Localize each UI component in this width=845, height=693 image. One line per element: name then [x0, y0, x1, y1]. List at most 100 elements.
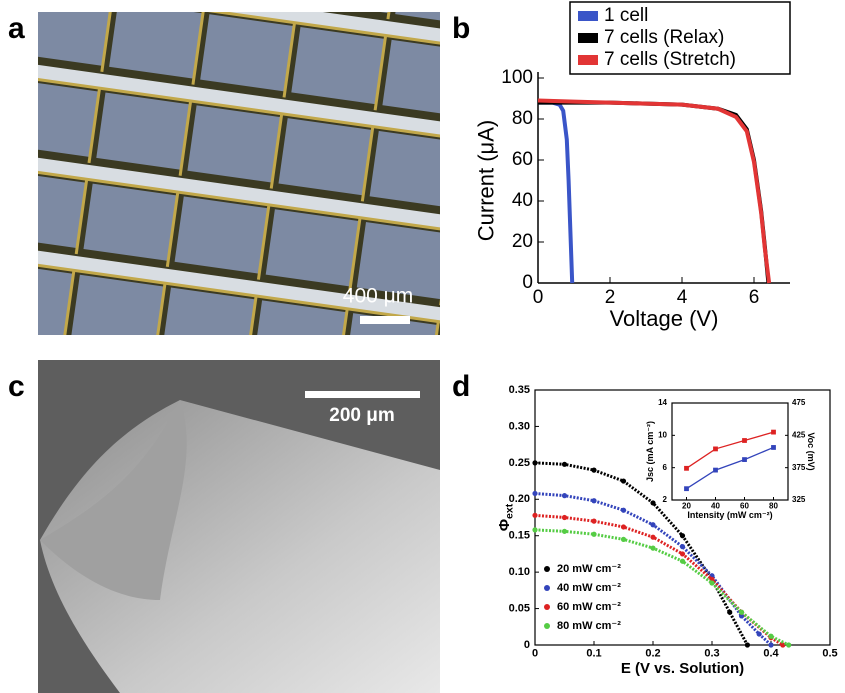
- legend-label: 7 cells (Relax): [604, 27, 724, 48]
- y-tick-label: 0.30: [509, 420, 530, 432]
- y-tick-label: 0.20: [509, 493, 530, 505]
- y-axis-label-subscript: ext: [503, 503, 515, 519]
- point: [562, 493, 567, 498]
- point: [562, 462, 567, 467]
- panel-label: d: [452, 370, 470, 403]
- y-tick-label: 6: [663, 463, 668, 472]
- point: [650, 522, 655, 527]
- point: [562, 529, 567, 534]
- y2-tick-label: 375: [792, 463, 806, 472]
- point: [771, 445, 776, 450]
- y2-tick-label: 325: [792, 495, 806, 504]
- point: [532, 527, 537, 532]
- point: [680, 533, 685, 538]
- point: [745, 642, 750, 647]
- scale-bar-label: 200 μm: [329, 405, 395, 426]
- legend-swatch: [578, 11, 598, 21]
- x-tick-label: 0.4: [763, 648, 779, 660]
- y-tick-label: 0: [522, 272, 533, 293]
- point: [680, 544, 685, 549]
- point: [727, 610, 732, 615]
- y-axis-label: Current (μA): [473, 120, 498, 241]
- point: [621, 524, 626, 529]
- y2-tick-label: 475: [792, 398, 806, 407]
- x-tick-label: 0.1: [586, 648, 601, 660]
- scale-bar: [305, 391, 420, 398]
- y-tick-label: 0.35: [509, 384, 530, 396]
- y-axis-label: Φext: [496, 503, 515, 531]
- legend-swatch: [578, 55, 598, 65]
- y-axis-label-text: Current (μA): [473, 120, 498, 241]
- figure: 400 μm 200 μm a b c d 0246020406080100Vo…: [0, 0, 845, 693]
- legend-label: 7 cells (Stretch): [604, 49, 736, 70]
- y2-tick-label: 425: [792, 430, 806, 439]
- point: [650, 500, 655, 505]
- x-axis-label: Voltage (V): [610, 306, 719, 331]
- point: [621, 478, 626, 483]
- x-tick-label: 0.5: [822, 648, 837, 660]
- y-axis-label-text: Φ: [496, 519, 513, 531]
- y2-axis-label: Voc (mV): [806, 432, 816, 470]
- series-line: [538, 103, 572, 283]
- legend-marker: [544, 623, 550, 629]
- y-axis-label-text: Jsc (mA cm⁻²): [645, 421, 655, 482]
- point: [680, 551, 685, 556]
- x-tick-label: 0.3: [704, 648, 719, 660]
- point: [786, 642, 791, 647]
- point: [532, 513, 537, 518]
- point: [739, 610, 744, 615]
- y-tick-label: 2: [663, 495, 668, 504]
- legend-label: 80 mW cm⁻²: [557, 620, 621, 632]
- point: [650, 535, 655, 540]
- panel-label: a: [8, 12, 25, 45]
- legend-label: 60 mW cm⁻²: [557, 601, 621, 613]
- point: [591, 468, 596, 473]
- x-tick-label: 6: [749, 287, 760, 308]
- point: [650, 546, 655, 551]
- point: [591, 498, 596, 503]
- y-tick-label: 0.10: [509, 566, 530, 578]
- panel-label: c: [8, 370, 25, 403]
- y-tick-label: 80: [512, 108, 533, 129]
- point: [709, 580, 714, 585]
- y-tick-label: 0.05: [509, 602, 530, 614]
- point: [757, 631, 762, 636]
- y-tick-label: 20: [512, 231, 533, 252]
- point: [713, 468, 718, 473]
- y-tick-label: 100: [501, 67, 533, 88]
- y-axis-label: Jsc (mA cm⁻²): [645, 421, 655, 482]
- x-tick-label: 0: [532, 648, 538, 660]
- point: [532, 491, 537, 496]
- x-tick-label: 0.2: [645, 648, 660, 660]
- y-tick-label: 60: [512, 149, 533, 170]
- legend-swatch: [578, 33, 598, 43]
- point: [742, 438, 747, 443]
- x-axis-label: E (V vs. Solution): [621, 660, 744, 677]
- y-tick-label: 40: [512, 190, 533, 211]
- legend-label: 40 mW cm⁻²: [557, 582, 621, 594]
- point: [713, 447, 718, 452]
- point: [684, 486, 689, 491]
- point: [621, 537, 626, 542]
- x-axis-label: Intensity (mW cm⁻²): [687, 510, 772, 520]
- y-tick-label: 10: [658, 430, 667, 439]
- point: [768, 634, 773, 639]
- y-tick-label: 0.25: [509, 457, 530, 469]
- x-tick-label: 0: [533, 287, 544, 308]
- point: [771, 430, 776, 435]
- legend-label: 20 mW cm⁻²: [557, 563, 621, 575]
- scale-bar: [360, 316, 410, 324]
- legend-marker: [544, 604, 550, 610]
- point: [680, 559, 685, 564]
- scale-bar-label: 400 μm: [343, 285, 413, 308]
- legend-marker: [544, 585, 550, 591]
- point: [621, 508, 626, 513]
- point: [591, 519, 596, 524]
- point: [562, 515, 567, 520]
- plot-frame: [672, 403, 788, 500]
- panel-label: b: [452, 12, 470, 45]
- y-tick-label: 14: [658, 398, 667, 407]
- legend-marker: [544, 566, 550, 572]
- point: [684, 466, 689, 471]
- point: [532, 460, 537, 465]
